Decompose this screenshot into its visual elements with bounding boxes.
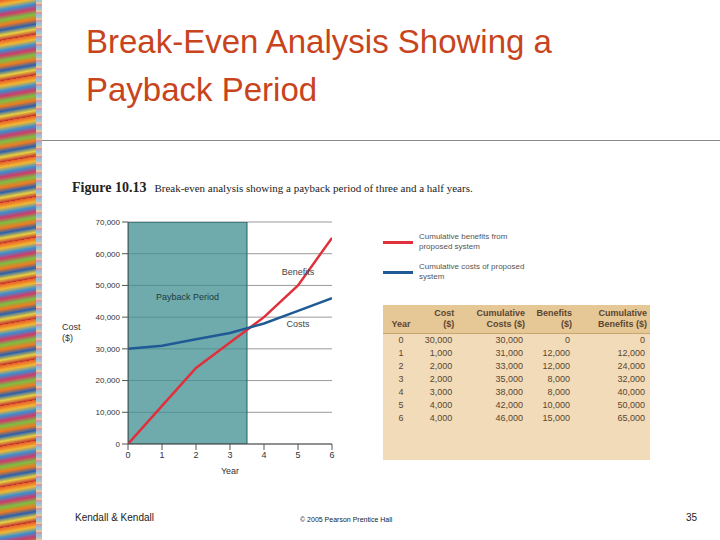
html-text:Benefits ($): Benefits ($) (536, 308, 572, 329)
html-text:2,000: 2,000 (429, 361, 453, 371)
html-text:35: 35 (686, 512, 698, 523)
svg-text:30,000: 30,000 (96, 345, 121, 354)
html-text:4: 4 (398, 387, 404, 397)
html-text:15,000: 15,000 (542, 413, 570, 423)
html-text:5: 5 (398, 400, 404, 410)
html-text:12,000: 12,000 (542, 348, 570, 358)
html-text:6: 6 (398, 413, 404, 423)
html-text:1,000: 1,000 (429, 348, 453, 358)
html-text:Kendall & Kendall: Kendall & Kendall (75, 512, 154, 523)
html-text:2: 2 (398, 361, 404, 371)
html-text:Cumulative Costs ($): Cumulative Costs ($) (476, 308, 526, 329)
html-text:50,000: 50,000 (617, 400, 645, 410)
html-text:Cumulative benefits from propo: Cumulative benefits from proposed system (419, 232, 508, 251)
html-text:0: 0 (398, 335, 404, 345)
html-text:8,000: 8,000 (547, 374, 570, 384)
html-text:65,000: 65,000 (617, 413, 645, 423)
html-text:12,000: 12,000 (542, 361, 570, 371)
html-text:40,000: 40,000 (617, 387, 645, 397)
html-text:8,000: 8,000 (547, 387, 570, 397)
html-text:2,000: 2,000 (429, 374, 453, 384)
svg-text:70,000: 70,000 (96, 218, 121, 227)
svg-text:50,000: 50,000 (96, 281, 121, 290)
html-text:0: 0 (565, 335, 570, 345)
html-text:Break-even analysis showing a: Break-even analysis showing a payback pe… (154, 182, 473, 194)
html-text:0: 0 (640, 335, 645, 345)
html-text:3,000: 3,000 (429, 387, 453, 397)
html-text:4,000: 4,000 (429, 400, 453, 410)
svg-text:60,000: 60,000 (96, 250, 121, 259)
html-text:38,000: 38,000 (495, 387, 524, 397)
html-text:Figure 10.13: Figure 10.13 (72, 180, 147, 195)
html-text:Cumulative costs of proposed s: Cumulative costs of proposed system (419, 262, 525, 281)
html-text:12,000: 12,000 (617, 348, 645, 358)
html-text:4,000: 4,000 (429, 413, 453, 423)
svg-text:40,000: 40,000 (96, 313, 121, 322)
svg-text:5: 5 (295, 450, 300, 460)
svg-text:20,000: 20,000 (96, 376, 121, 385)
svg-text:Payback Period: Payback Period (156, 292, 219, 302)
html-text:Break-Even Analysis Showing a: Break-Even Analysis Showing a Payback Pe… (86, 23, 552, 108)
html-text:10,000: 10,000 (542, 400, 570, 410)
html-text:32,000: 32,000 (617, 374, 645, 384)
svg-text:4: 4 (261, 450, 266, 460)
html-text:1: 1 (398, 348, 404, 358)
html-text:46,000: 46,000 (495, 413, 524, 423)
svg-text:2: 2 (193, 450, 198, 460)
svg-text:Year: Year (221, 466, 239, 474)
svg-text:6: 6 (329, 450, 334, 460)
html-text:Year: Year (391, 319, 411, 329)
html-text:30,000: 30,000 (424, 335, 453, 345)
svg-text:1: 1 (159, 450, 164, 460)
svg-text:3: 3 (227, 450, 232, 460)
html-text:42,000: 42,000 (495, 400, 524, 410)
html-text:31,000: 31,000 (495, 348, 524, 358)
svg-text:10,000: 10,000 (96, 408, 121, 417)
html-text:Cost ($): Cost ($) (62, 322, 81, 343)
html-text:Cost ($): Cost ($) (434, 308, 455, 329)
html-text:30,000: 30,000 (495, 335, 524, 345)
svg-text:Costs: Costs (286, 319, 310, 329)
html-text:33,000: 33,000 (495, 361, 524, 371)
html-text:35,000: 35,000 (495, 374, 524, 384)
html-text:Cumulative Benefits ($): Cumulative Benefits ($) (598, 308, 647, 329)
html-text:24,000: 24,000 (617, 361, 645, 371)
html-text:3: 3 (398, 374, 404, 384)
html-text:© 2005 Pearson Prentice Hall: © 2005 Pearson Prentice Hall (300, 516, 393, 523)
svg-text:0: 0 (116, 440, 121, 449)
svg-text:0: 0 (125, 450, 130, 460)
svg-text:Benefits: Benefits (282, 267, 315, 277)
